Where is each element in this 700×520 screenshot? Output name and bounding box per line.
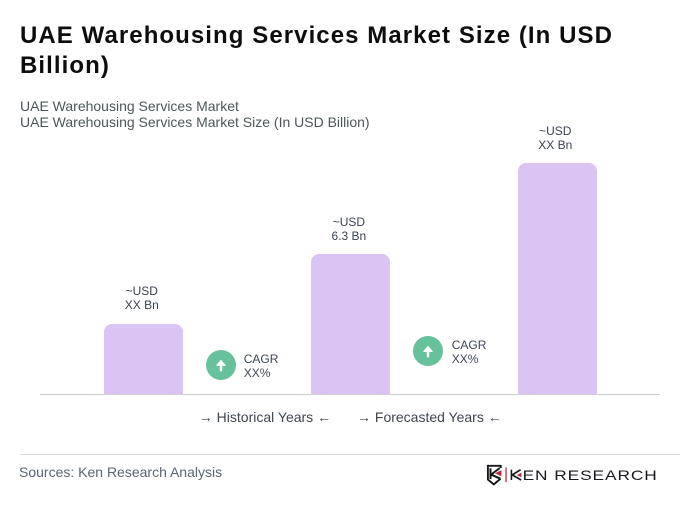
svg-text:EN RESEARCH: EN RESEARCH <box>523 468 658 483</box>
